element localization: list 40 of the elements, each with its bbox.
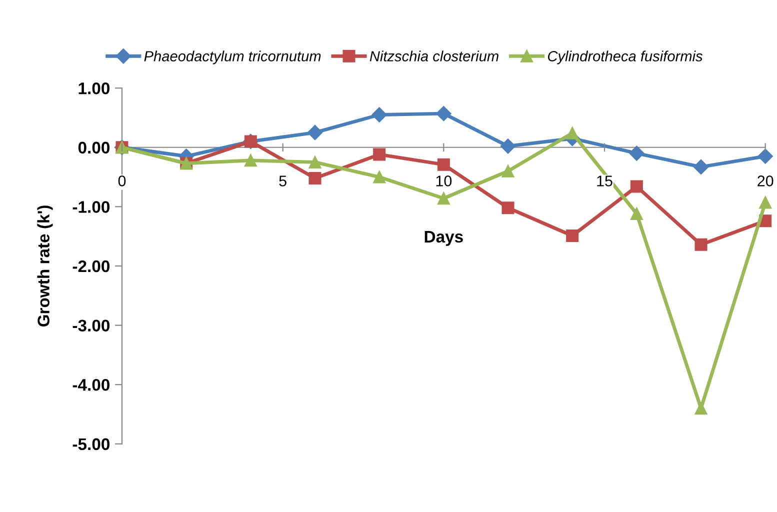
point [694, 402, 708, 415]
point [566, 229, 579, 242]
point [630, 208, 643, 220]
point [566, 126, 579, 140]
point [630, 180, 643, 193]
point [694, 238, 708, 251]
legend-label: Phaeodactylum tricornutum [144, 50, 321, 64]
x-axis-title: Days [424, 231, 463, 246]
y-tick-label: -5.00 [72, 438, 110, 450]
point [244, 154, 257, 167]
x-tick-label: 20 [758, 176, 774, 186]
point [373, 148, 386, 161]
y-tick-label: 0.00 [78, 142, 110, 154]
point [502, 164, 514, 178]
x-tick-label: 15 [597, 176, 612, 186]
point [500, 138, 516, 154]
point [437, 192, 450, 205]
point [693, 159, 709, 175]
y-axis-title: Growth rate (k') [37, 206, 53, 327]
point [372, 107, 387, 122]
legend-label: Nitzschia closterium [370, 50, 498, 62]
point [502, 202, 514, 214]
point [437, 158, 450, 171]
point [307, 124, 323, 140]
y-tick-label: -4.00 [72, 379, 110, 391]
y-tick-label: -3.00 [72, 320, 110, 332]
y-tick-label: -1.00 [72, 201, 110, 213]
x-tick-label: 0 [118, 176, 126, 186]
point [373, 170, 386, 184]
point [308, 172, 322, 184]
point [759, 196, 772, 209]
point [758, 148, 773, 164]
y-tick-label: -2.00 [72, 260, 110, 272]
point [629, 146, 644, 161]
legend-label: Cylindrotheca fusiformis [548, 50, 703, 64]
point [308, 156, 322, 168]
y-tick-label: 1.00 [78, 82, 110, 94]
point [436, 106, 452, 122]
x-tick-label: 10 [436, 176, 452, 186]
x-tick-label: 5 [279, 176, 286, 186]
